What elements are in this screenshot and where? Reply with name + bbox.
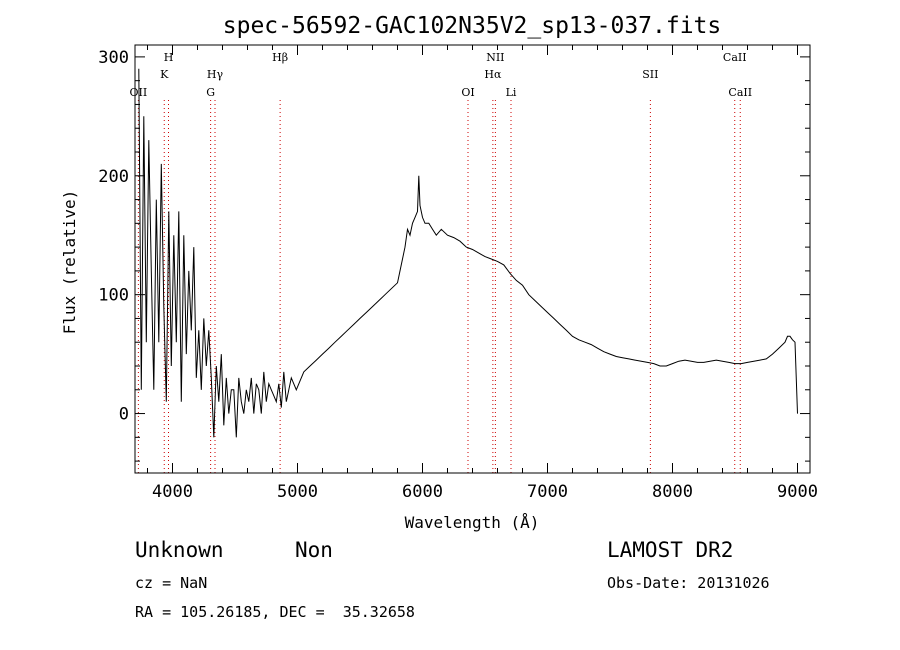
redshift-cz: cz = NaN — [135, 574, 208, 592]
line-label-12: CaII — [728, 86, 752, 99]
survey-name: LAMOST DR2 — [607, 538, 734, 562]
object-class: Unknown — [135, 538, 224, 562]
y-tick-label-1: 100 — [98, 286, 129, 306]
spectrum-chart: spec-56592-GAC102N35V2_sp13-037.fits OII… — [60, 13, 818, 532]
emission-line-labels: OII HK Hγ G Hβ OI NII Hα Li SII CaII CaII — [130, 51, 753, 99]
line-label-0: OII — [130, 86, 148, 99]
plot-frame — [134, 44, 811, 474]
line-label-9: Li — [506, 86, 517, 99]
x-axis-ticks: 4000 5000 6000 7000 8000 9000 — [147, 45, 818, 502]
x-tick-label-5: 9000 — [777, 482, 818, 502]
ra-dec-coordinates: RA = 105.26185, DEC = 35.32658 — [135, 603, 415, 621]
line-label-4: G — [206, 86, 215, 99]
line-label-11: CaII — [723, 51, 747, 64]
line-label-10: SII — [642, 68, 658, 81]
spectrum-series-line — [138, 68, 798, 438]
line-label-2: K — [160, 68, 169, 81]
y-axis-label: Flux (relative) — [60, 190, 79, 335]
x-tick-label-2: 6000 — [402, 482, 443, 502]
y-axis-ticks: 0 100 200 300 — [98, 48, 810, 462]
x-tick-label-1: 5000 — [277, 482, 318, 502]
emission-line-markers — [137, 100, 741, 473]
x-tick-label-3: 7000 — [527, 482, 568, 502]
observation-date: Obs-Date: 20131026 — [607, 574, 770, 592]
line-label-6: OI — [461, 86, 474, 99]
y-tick-label-2: 200 — [98, 167, 129, 187]
y-tick-label-0: 0 — [119, 405, 129, 425]
object-subclass: Non — [295, 538, 333, 562]
line-label-8: Hα — [484, 68, 502, 81]
line-label-3: Hγ — [207, 68, 224, 81]
line-label-7: NII — [486, 51, 504, 64]
x-tick-label-4: 8000 — [652, 482, 693, 502]
y-tick-label-3: 300 — [98, 48, 129, 68]
line-label-1: H — [164, 51, 174, 64]
line-label-5: Hβ — [272, 51, 288, 64]
chart-title: spec-56592-GAC102N35V2_sp13-037.fits — [223, 13, 722, 39]
x-axis-label: Wavelength (Å) — [405, 513, 540, 532]
x-tick-label-0: 4000 — [152, 482, 193, 502]
